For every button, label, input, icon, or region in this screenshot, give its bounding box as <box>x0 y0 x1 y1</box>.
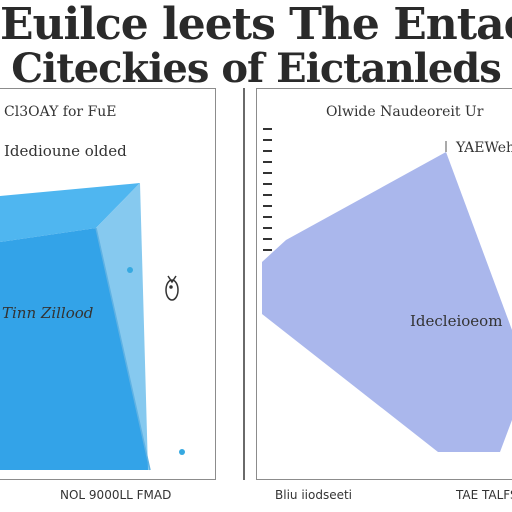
page-title-line1: Euilce leets The Entaeriee Belb <box>0 0 512 50</box>
prism-side-face <box>96 183 150 470</box>
right-label-top: Olwide Naudeoreit Ur <box>326 104 484 120</box>
right-footer-left: Bliu iiodseeti <box>275 488 353 502</box>
prism-front-face <box>0 228 150 470</box>
polygon-shape <box>262 152 512 452</box>
right-label-center: Idecleioeom <box>410 312 503 330</box>
left-label-second: Idedioune olded <box>4 142 127 160</box>
left-label-center: Tinn Zillood <box>2 304 94 322</box>
panel-divider <box>243 88 245 480</box>
prism-edge <box>95 227 151 471</box>
marker-dot-upper <box>127 267 133 273</box>
left-footer: NOL 9000LL FMAD <box>60 488 172 502</box>
prism-top-face <box>0 183 140 242</box>
right-axis-ticks <box>263 128 275 288</box>
right-footer-right: TAE TALFS <box>456 488 512 502</box>
marker-dot-lower <box>179 449 185 455</box>
left-label-top: Cl3OAY for FuE <box>4 104 117 120</box>
right-label-top2: YAEWeh <box>456 140 512 156</box>
page-title-line2: Citeckies of Eictanleds <box>11 45 502 92</box>
